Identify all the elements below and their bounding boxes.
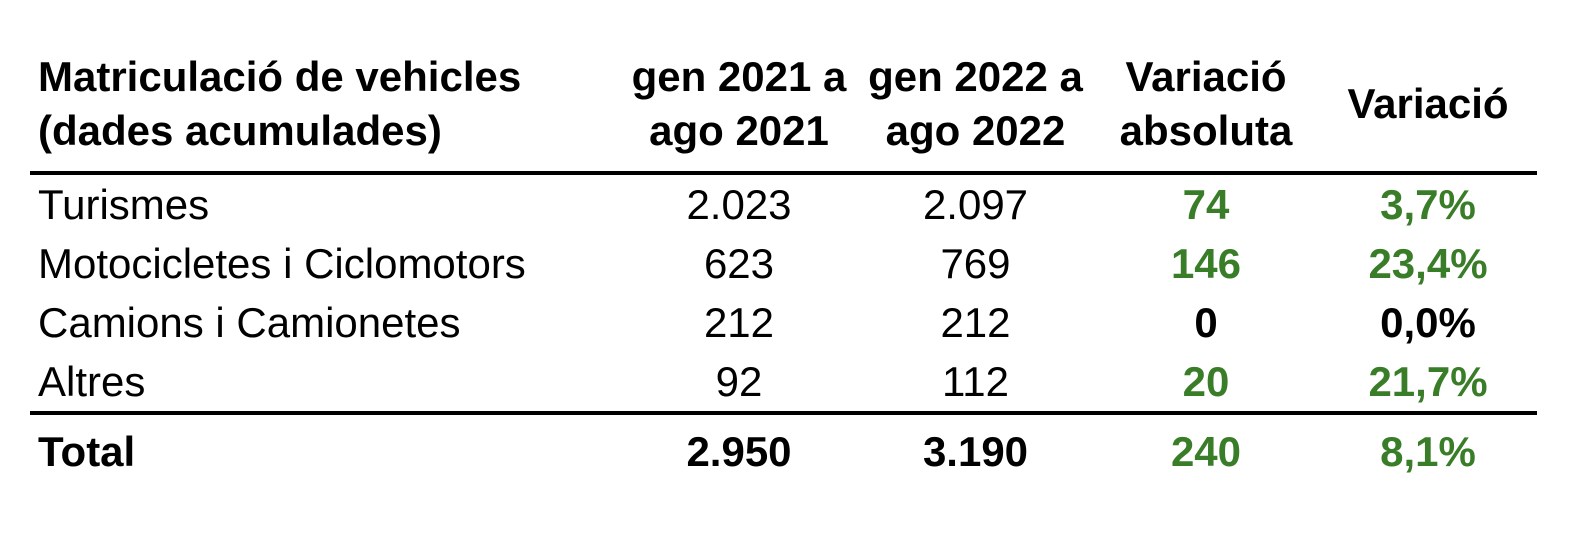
col-header-vehicles-line1: Matriculació de vehicles bbox=[38, 53, 522, 100]
value-period1: 92 bbox=[715, 357, 763, 405]
row-label: Camions i Camionetes bbox=[38, 298, 461, 346]
col-header-period-2021-line1: gen 2021 a bbox=[631, 53, 847, 100]
col-header-variacio-line1: Variació bbox=[1347, 80, 1509, 127]
total-period1: 2.950 bbox=[686, 428, 792, 475]
col-header-period-2022-line2: ago 2022 bbox=[885, 107, 1066, 154]
table-body: Turismes 2.023 2.097 74 3,7% Motociclete… bbox=[30, 175, 1537, 415]
table-header-row: Matriculació de vehicles (dades acumulad… bbox=[30, 50, 1537, 175]
value-variacio-absoluta: 146 bbox=[1170, 239, 1242, 287]
value-variacio-pct: 21,7% bbox=[1368, 357, 1488, 405]
table-row-altres: Altres 92 112 20 21,7% bbox=[30, 352, 1537, 411]
row-label: Altres bbox=[38, 357, 146, 405]
col-header-vehicles-line2: (dades acumulades) bbox=[38, 107, 442, 154]
value-variacio-pct: 23,4% bbox=[1368, 239, 1488, 287]
value-period2: 2.097 bbox=[922, 180, 1029, 228]
col-header-vehicles: Matriculació de vehicles (dades acumulad… bbox=[30, 50, 620, 158]
vehicle-registration-table: Matriculació de vehicles (dades acumulad… bbox=[30, 50, 1537, 489]
row-label: Turismes bbox=[38, 180, 210, 228]
value-period2: 112 bbox=[942, 357, 1009, 405]
value-variacio-absoluta: 74 bbox=[1182, 180, 1230, 228]
col-header-period-2021-line2: ago 2021 bbox=[649, 107, 829, 154]
table-row-camions: Camions i Camionetes 212 212 0 0,0% bbox=[30, 293, 1537, 352]
value-period2: 212 bbox=[940, 298, 1011, 346]
value-variacio-absoluta: 20 bbox=[1182, 357, 1230, 405]
value-variacio-pct: 3,7% bbox=[1380, 180, 1476, 228]
total-label: Total bbox=[38, 428, 136, 475]
col-header-variacio-absoluta-line2: absoluta bbox=[1119, 107, 1293, 154]
total-period2: 3.190 bbox=[922, 428, 1029, 475]
col-header-variacio: Variació bbox=[1319, 77, 1537, 131]
total-variacio-pct: 8,1% bbox=[1380, 428, 1476, 475]
value-period1: 212 bbox=[703, 298, 775, 346]
value-period1: 623 bbox=[703, 239, 775, 287]
row-label: Motocicletes i Ciclomotors bbox=[38, 239, 526, 287]
col-header-period-2021: gen 2021 a ago 2021 bbox=[620, 50, 858, 158]
table-row-total: Total 2.950 3.190 240 8,1% bbox=[30, 415, 1537, 489]
value-period2: 769 bbox=[940, 239, 1011, 287]
col-header-variacio-absoluta-line1: Variació bbox=[1125, 53, 1287, 100]
col-header-variacio-absoluta: Variació absoluta bbox=[1093, 50, 1319, 158]
col-header-period-2022-line1: gen 2022 a bbox=[868, 53, 1083, 100]
value-period1: 2.023 bbox=[686, 180, 792, 228]
table-row-motocicletes: Motocicletes i Ciclomotors 623 769 146 2… bbox=[30, 234, 1537, 293]
value-variacio-absoluta: 0 bbox=[1194, 298, 1218, 346]
total-variacio-absoluta: 240 bbox=[1170, 428, 1242, 475]
col-header-period-2022: gen 2022 a ago 2022 bbox=[858, 50, 1093, 158]
table-row-turismes: Turismes 2.023 2.097 74 3,7% bbox=[30, 175, 1537, 234]
value-variacio-pct: 0,0% bbox=[1380, 298, 1476, 346]
